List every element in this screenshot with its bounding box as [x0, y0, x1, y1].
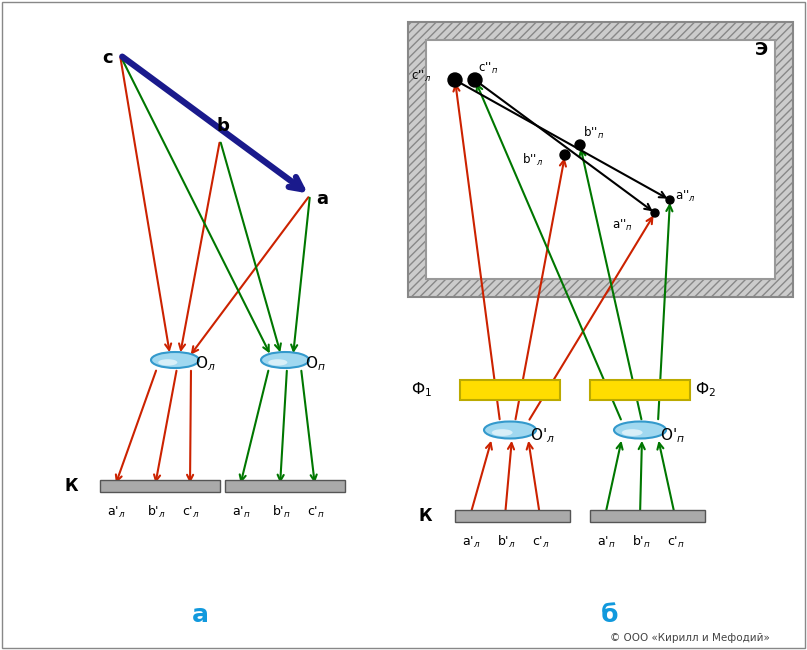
Text: c''$_л$: c''$_л$ — [411, 68, 431, 84]
Circle shape — [448, 73, 462, 87]
Text: c: c — [102, 49, 113, 67]
Text: b: b — [216, 117, 229, 135]
Text: a'$_п$: a'$_п$ — [232, 504, 251, 519]
Text: б: б — [601, 603, 619, 627]
Text: b'$_л$: b'$_л$ — [497, 534, 516, 550]
Text: a'$_л$: a'$_л$ — [107, 504, 126, 519]
Text: c''$_п$: c''$_п$ — [478, 60, 498, 75]
Bar — [225, 480, 345, 492]
Text: а: а — [191, 603, 208, 627]
Text: c'$_п$: c'$_п$ — [307, 504, 325, 519]
Text: Ф$_2$: Ф$_2$ — [695, 381, 716, 399]
Circle shape — [560, 150, 570, 160]
Text: c'$_л$: c'$_л$ — [182, 504, 200, 519]
Text: b'$_л$: b'$_л$ — [147, 504, 165, 520]
Text: b''$_л$: b''$_л$ — [522, 152, 543, 168]
Text: Ф$_1$: Ф$_1$ — [411, 381, 432, 399]
Bar — [100, 480, 220, 492]
Text: b''$_п$: b''$_п$ — [583, 125, 604, 141]
Text: Э: Э — [755, 41, 768, 59]
Text: О$_п$: О$_п$ — [305, 355, 326, 373]
Text: a'$_п$: a'$_п$ — [597, 534, 616, 549]
Ellipse shape — [491, 429, 512, 436]
Text: К: К — [418, 507, 432, 525]
Text: a'$_л$: a'$_л$ — [462, 534, 480, 549]
Bar — [460, 380, 560, 400]
Text: К: К — [65, 477, 78, 495]
Circle shape — [468, 73, 482, 87]
Text: c'$_л$: c'$_л$ — [532, 534, 550, 549]
Text: a''$_п$: a''$_п$ — [613, 218, 633, 233]
Ellipse shape — [151, 352, 199, 368]
Ellipse shape — [484, 421, 536, 439]
Text: b'$_п$: b'$_п$ — [272, 504, 291, 520]
Text: О$_л$: О$_л$ — [195, 355, 215, 373]
Text: c'$_п$: c'$_п$ — [667, 534, 685, 549]
Text: a''$_л$: a''$_л$ — [675, 188, 696, 203]
Ellipse shape — [622, 429, 642, 436]
Ellipse shape — [158, 359, 178, 365]
Bar — [408, 22, 793, 297]
Circle shape — [666, 196, 674, 204]
Bar — [590, 380, 690, 400]
Text: © ООО «Кирилл и Мефодий»: © ООО «Кирилл и Мефодий» — [610, 633, 770, 643]
Circle shape — [575, 140, 585, 150]
Ellipse shape — [614, 421, 666, 439]
Bar — [590, 510, 705, 522]
Text: a: a — [316, 190, 328, 208]
Bar — [455, 510, 570, 522]
Ellipse shape — [268, 359, 287, 365]
Ellipse shape — [261, 352, 309, 368]
Text: b'$_п$: b'$_п$ — [632, 534, 651, 550]
Circle shape — [651, 209, 659, 217]
Bar — [426, 40, 775, 279]
Text: О'$_п$: О'$_п$ — [660, 426, 685, 445]
Text: О'$_л$: О'$_л$ — [530, 426, 555, 445]
